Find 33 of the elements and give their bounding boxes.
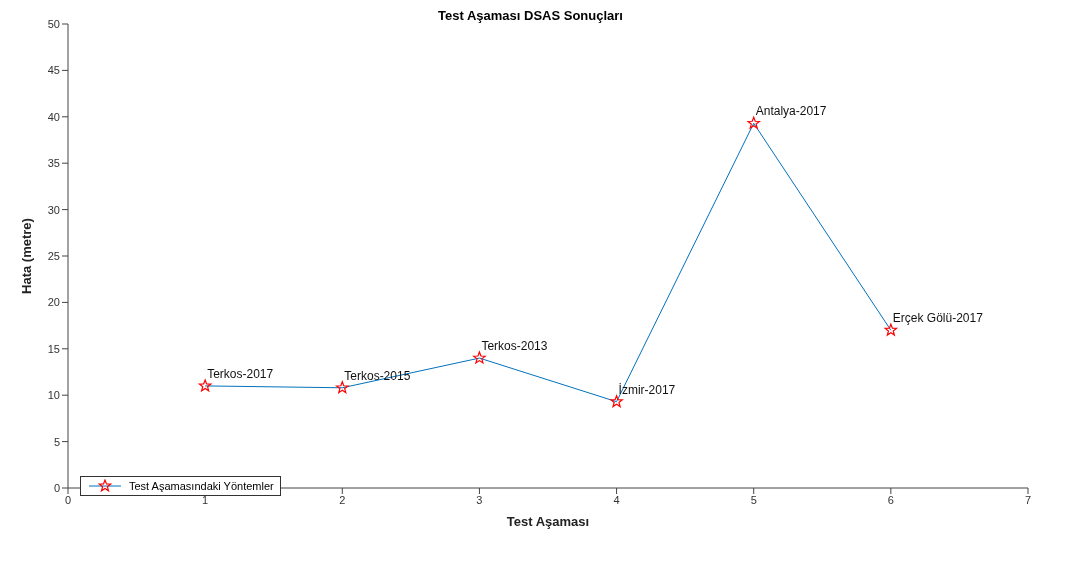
- x-tick-label: 3: [476, 493, 483, 506]
- y-tick-label: 40: [47, 110, 60, 123]
- point: [747, 116, 761, 129]
- y-tick-label: 10: [47, 389, 60, 402]
- x-tick-label: 2: [339, 493, 346, 506]
- y-tick-label: 50: [47, 17, 60, 30]
- y-tick-label: 0: [53, 481, 60, 494]
- legend-label: Test Aşamasındaki Yöntemler: [129, 480, 274, 492]
- annotation: Erçek Gölü-2017: [892, 311, 984, 326]
- point: [610, 395, 623, 408]
- point: [198, 379, 212, 392]
- y-tick-label: 5: [53, 435, 60, 448]
- annotation: Terkos-2017: [207, 366, 274, 381]
- y-tick-label: 30: [47, 203, 60, 216]
- y-tick-label: 20: [47, 296, 60, 309]
- y-tick-label: 15: [47, 342, 60, 355]
- point: [884, 323, 898, 336]
- x-tick-label: 0: [64, 493, 72, 506]
- x-tick-label: 7: [1024, 493, 1032, 506]
- y-tick-label: 25: [47, 249, 60, 262]
- x-tick-label: 6: [887, 493, 894, 506]
- chart-title: Test Aşaması DSAS Sonuçları: [438, 8, 623, 23]
- point: [335, 381, 349, 394]
- annotation: Antalya-2017: [755, 104, 827, 119]
- y-axis-title: Hata (metre): [18, 218, 34, 294]
- x-tick-label: 1: [202, 493, 209, 506]
- y-tick-label: 35: [47, 157, 60, 170]
- y-tick-label: 45: [47, 64, 60, 77]
- annotation: Terkos-2013: [481, 339, 548, 354]
- point: [473, 351, 486, 364]
- x-tick-label: 5: [750, 493, 757, 506]
- x-axis-title: Test Aşaması: [506, 514, 590, 529]
- x-tick-label: 4: [613, 493, 620, 506]
